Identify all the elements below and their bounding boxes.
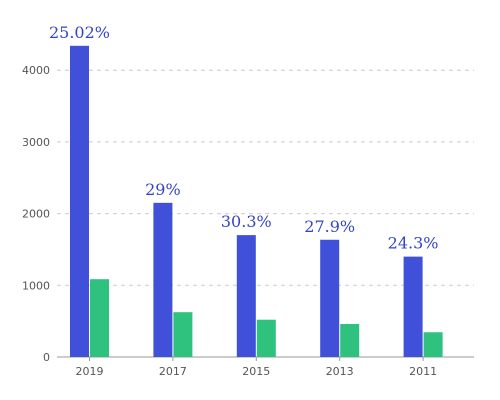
bar-2017-series-2 (173, 312, 193, 357)
x-tick-label: 2015 (242, 365, 270, 378)
y-tick-label: 0 (43, 351, 50, 364)
x-tick-label: 2013 (326, 365, 354, 378)
bar-2019-series-1 (70, 45, 89, 357)
grid-lines (57, 69, 474, 286)
data-label-2017: 29% (145, 180, 181, 199)
data-label-2019: 25.02% (49, 23, 110, 42)
bar-2015-series-1 (236, 235, 256, 357)
bar-2019-series-2 (90, 279, 109, 357)
x-tick-label: 2017 (159, 365, 187, 378)
bar-2017-series-1 (153, 202, 173, 357)
bar-2011-series-1 (403, 256, 423, 357)
y-tick-label: 2000 (22, 208, 50, 221)
y-tick-label: 1000 (22, 279, 50, 292)
bar-2011-series-2 (423, 332, 443, 357)
bar-2015-series-2 (256, 319, 276, 357)
y-tick-label: 3000 (22, 136, 50, 149)
y-tick-label: 4000 (22, 64, 50, 77)
x-tick-label: 2011 (409, 365, 437, 378)
data-labels: 25.02% 29% 30.3% 27.9% 24.3% (49, 23, 439, 253)
bar-2013-series-2 (340, 324, 360, 357)
data-label-2011: 24.3% (388, 234, 439, 253)
data-label-2013: 27.9% (304, 217, 355, 236)
bars (70, 45, 443, 357)
data-label-2015: 30.3% (221, 212, 272, 231)
x-tick-label: 2019 (76, 365, 104, 378)
bar-2013-series-1 (320, 239, 340, 357)
